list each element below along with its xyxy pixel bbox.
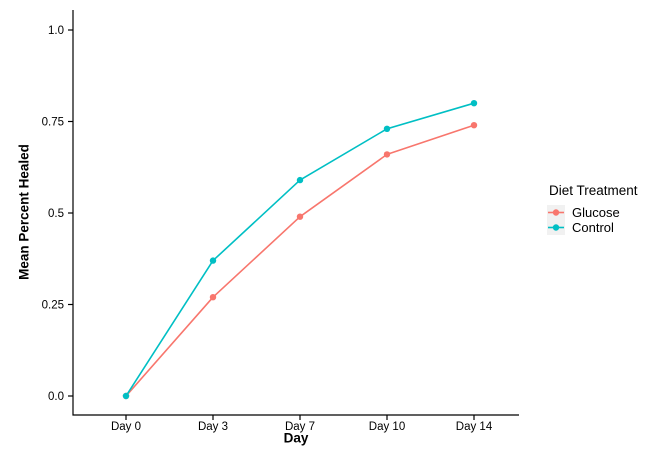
x-axis-tick-label: Day 10 [369, 421, 405, 433]
y-axis-tick-label: 0.0 [48, 391, 64, 403]
data-point-control [122, 392, 130, 400]
data-point-control [296, 176, 304, 184]
series-line-control [125, 102, 475, 397]
legend-item-glucose: Glucose [547, 205, 638, 220]
legend-key-point [552, 224, 560, 231]
data-point-control [470, 100, 478, 107]
y-axis-tick-label: 0.75 [42, 117, 64, 129]
legend-key-icon [547, 220, 565, 235]
legend-label-glucose: Glucose [572, 205, 620, 220]
y-axis-tick-label: 0.25 [42, 300, 64, 312]
data-point-control [209, 257, 217, 264]
y-axis-tick-label: 1.0 [48, 25, 64, 37]
axis-lines [72, 10, 519, 416]
x-axis-tick-label: Day 7 [285, 421, 315, 433]
y-axis-title: Mean Percent Healed [16, 144, 32, 280]
legend-key-icon [547, 205, 565, 220]
data-point-glucose [296, 213, 304, 220]
x-axis-tick-label: Day 0 [111, 421, 141, 433]
legend-label-control: Control [572, 220, 614, 235]
x-axis-tick-label: Day 3 [198, 421, 228, 433]
legend-key-point [552, 209, 560, 216]
data-point-control [383, 125, 391, 132]
x-axis-tick-label: Day 14 [456, 421, 493, 433]
legend-item-control: Control [547, 220, 638, 235]
x-axis-title: Day [283, 430, 309, 446]
legend-items: Glucose Control [547, 205, 638, 235]
series-line-glucose [125, 124, 475, 397]
data-point-glucose [209, 294, 217, 301]
legend-title: Diet Treatment [549, 183, 638, 198]
data-point-glucose [470, 122, 478, 129]
data-point-glucose [383, 151, 391, 158]
legend: Diet Treatment Glucose Control [547, 183, 638, 235]
y-axis-tick-label: 0.5 [48, 208, 64, 220]
